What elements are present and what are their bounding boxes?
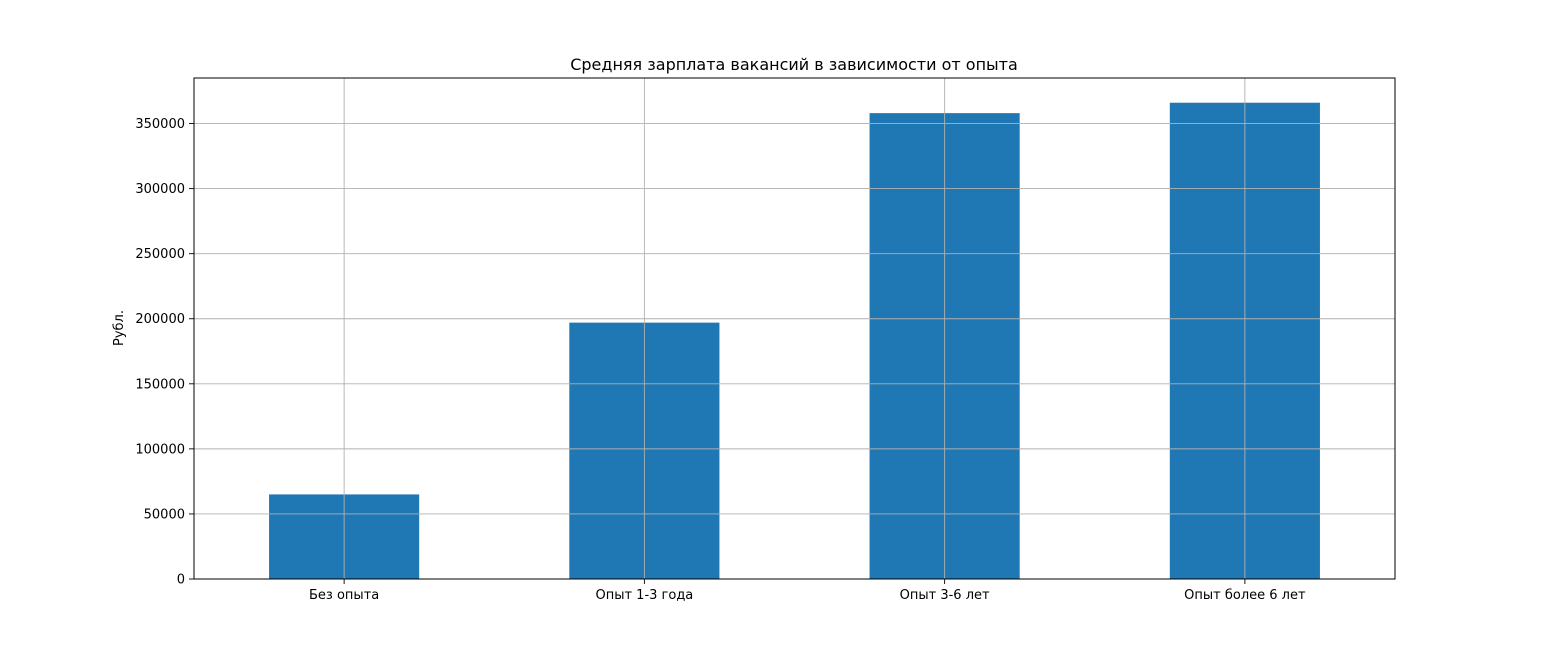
- tick-labels: 0 50000 100000 150000 200000 250000 300000 3500…: [135, 117, 1306, 603]
- plot-frame: [193, 77, 1396, 580]
- x-tick-label-3: Опыт более 6 лет: [1184, 588, 1306, 603]
- y-tick-label-2: 100000: [135, 442, 185, 457]
- y-tick-label-0: 0: [177, 573, 185, 588]
- x-tick-label-1: Опыт 1-3 года: [595, 588, 693, 603]
- x-tick-label-0: Без опыта: [309, 588, 379, 603]
- y-tick-label-3: 150000: [135, 377, 185, 392]
- chart-title: Средняя зарплата вакансий в зависимости …: [570, 55, 1018, 74]
- y-tick-label-1: 50000: [144, 507, 185, 522]
- grid: [194, 78, 1395, 579]
- y-tick-label-7: 350000: [135, 117, 185, 132]
- x-tick-label-2: Опыт 3-6 лет: [900, 588, 990, 603]
- y-tick-label-5: 250000: [135, 247, 185, 262]
- y-axis-label: Рубл.: [112, 310, 127, 346]
- y-tick-label-6: 300000: [135, 182, 185, 197]
- y-tick-label-4: 200000: [135, 312, 185, 327]
- axes: [189, 77, 1396, 584]
